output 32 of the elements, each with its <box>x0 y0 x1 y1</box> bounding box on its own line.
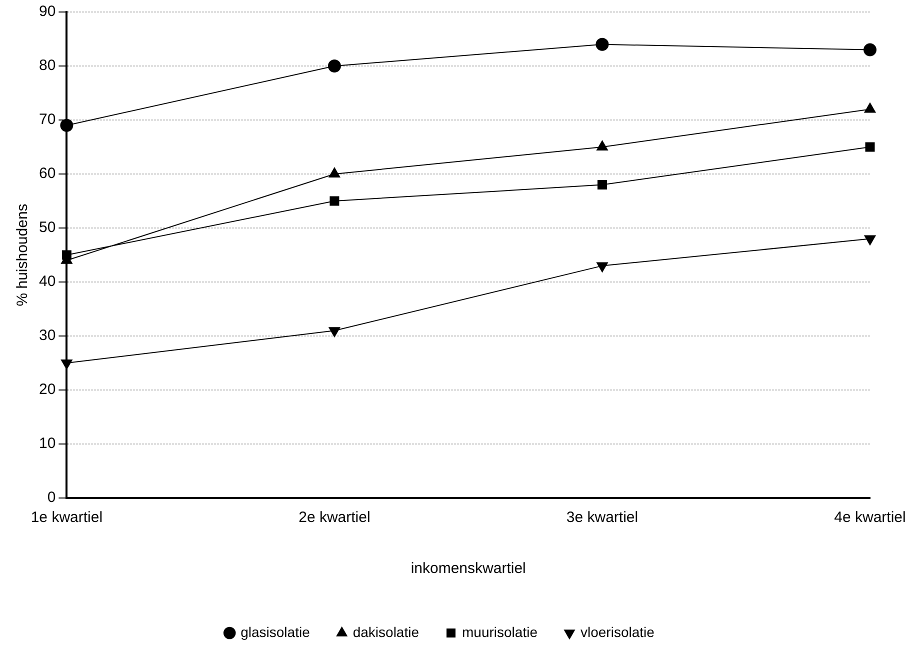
y-tick-label: 90 <box>38 3 56 20</box>
x-tick-label: 3e kwartiel <box>566 509 638 526</box>
point <box>60 118 74 132</box>
y-tick-label: 10 <box>38 435 56 452</box>
x-tick-label: 1e kwartiel <box>30 509 103 526</box>
point <box>865 142 875 152</box>
y-tick-label: 60 <box>38 165 56 182</box>
x-axis-title: inkomenskwartiel <box>410 560 526 578</box>
y-axis-title: % huishoudens <box>14 204 32 306</box>
y-tick-label: 70 <box>38 111 56 128</box>
point <box>60 360 72 370</box>
point <box>328 327 340 338</box>
point <box>596 262 608 272</box>
point <box>597 180 607 190</box>
y-tick-label: 20 <box>38 381 56 398</box>
y-tick-label: 30 <box>38 327 56 344</box>
point <box>596 38 609 51</box>
point <box>864 102 876 113</box>
point <box>864 235 876 246</box>
y-tick-label: 0 <box>47 489 56 506</box>
legend-label: muurisolatie <box>462 624 538 640</box>
y-tick-label: 40 <box>38 273 56 290</box>
legend-label: glasisolatie <box>240 624 310 640</box>
legend-label: vloerisolatie <box>580 624 655 640</box>
y-tick-label: 50 <box>38 219 56 236</box>
point <box>864 43 876 56</box>
point <box>328 60 341 72</box>
point <box>330 196 340 206</box>
y-tick-label: 80 <box>38 57 56 74</box>
x-tick-label: 2e kwartiel <box>298 509 370 526</box>
legend-label: dakisolatie <box>352 624 420 640</box>
x-tick-label: 4e kwartiel <box>834 509 906 526</box>
